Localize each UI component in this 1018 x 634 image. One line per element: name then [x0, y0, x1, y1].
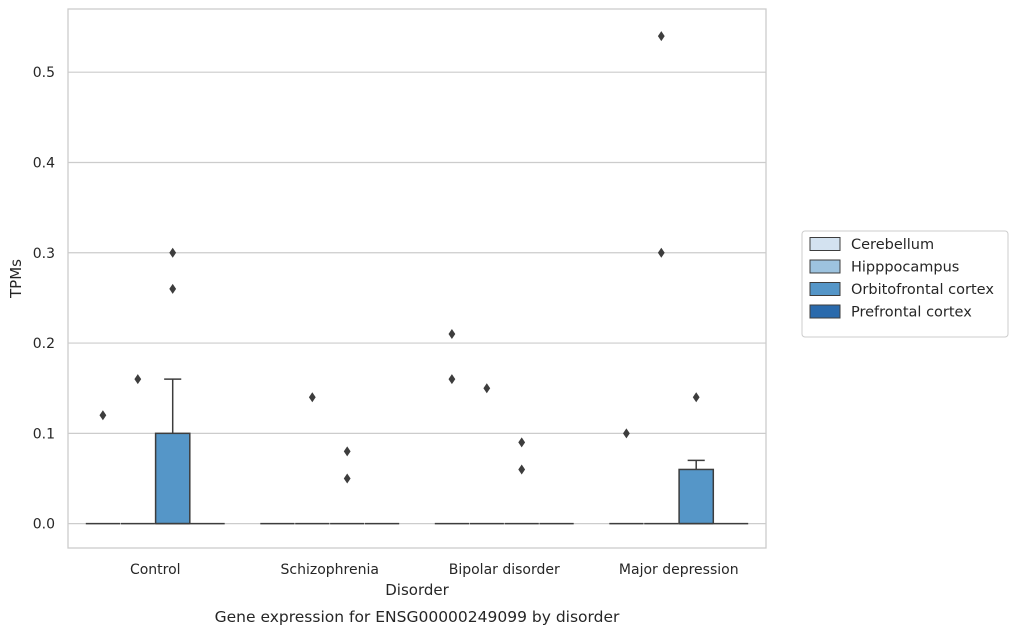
legend-swatch — [809, 304, 841, 319]
boxes — [85, 378, 749, 525]
y-axis-label: TPMs — [7, 259, 25, 299]
y-tick-label: 0.2 — [33, 336, 55, 352]
outlier-point — [343, 473, 351, 484]
outlier-point — [518, 464, 526, 475]
legend-swatch — [809, 282, 841, 296]
y-tick-label: 0.4 — [33, 155, 55, 171]
outlier-point — [483, 383, 491, 394]
y-axis-ticks: 0.0 0.1 0.2 0.3 0.4 0.5 — [33, 65, 55, 532]
x-tick-label: Control — [130, 562, 181, 578]
outlier-point — [623, 428, 630, 439]
legend-item: Hipppocampus — [809, 259, 959, 276]
y-tick-label: 0.1 — [33, 426, 55, 442]
outlier-points — [99, 31, 700, 484]
y-tick-label: 0.5 — [33, 65, 55, 81]
legend-item: Orbitofrontal cortex — [809, 282, 994, 298]
outlier-point — [343, 446, 351, 457]
outlier-point — [169, 283, 177, 294]
outlier-point — [692, 392, 700, 403]
x-axis-ticks: Control Schizophrenia Bipolar disorder Majo… — [130, 562, 739, 578]
box-body — [154, 432, 191, 525]
legend-label: Prefrontal cortex — [851, 305, 972, 321]
outlier-point — [657, 247, 665, 258]
legend-swatch — [809, 259, 841, 274]
outlier-point — [448, 329, 456, 340]
x-tick-label: Major depression — [619, 562, 739, 578]
outlier-point — [308, 392, 316, 403]
box-body — [678, 468, 715, 525]
outlier-point — [169, 247, 177, 258]
legend-swatch — [809, 237, 841, 251]
legend-label: Hipppocampus — [851, 260, 959, 276]
legend-frame — [801, 230, 1009, 338]
y-tick-label: 0.0 — [33, 517, 55, 533]
x-tick-label: Schizophrenia — [281, 562, 379, 578]
outlier-point — [657, 31, 665, 42]
outlier-point — [518, 437, 526, 448]
legend-label: Cerebellum — [851, 237, 934, 253]
y-tick-label: 0.3 — [33, 246, 55, 262]
box-orbitofrontal-cortex — [154, 378, 191, 525]
box-orbitofrontal-cortex — [678, 459, 715, 525]
outlier-point — [99, 410, 107, 421]
x-tick-label: Bipolar disorder — [449, 562, 560, 578]
legend-item: Prefrontal cortex — [809, 304, 972, 321]
x-axis-label: Disorder — [385, 581, 449, 599]
outlier-point — [134, 374, 142, 385]
legend-label: Orbitofrontal cortex — [851, 282, 994, 298]
chart-caption: Gene expression for ENSG00000249099 by d… — [215, 608, 620, 626]
legend-item: Cerebellum — [809, 237, 934, 253]
legend: Cerebellum Hipppocampus Orbitofrontal cort… — [801, 230, 1009, 338]
plot-frame — [67, 8, 767, 549]
outlier-point — [448, 374, 456, 385]
